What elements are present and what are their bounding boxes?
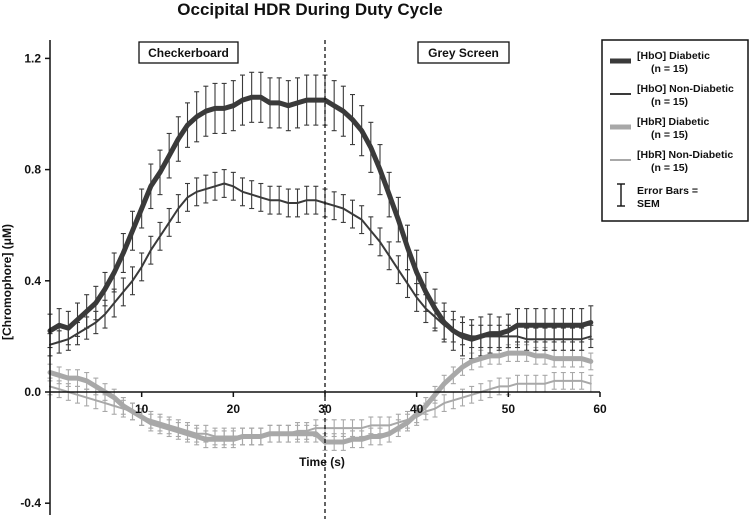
y-tick-label: 0.0 — [24, 385, 41, 399]
legend-label-hbr-diabetic: [HbR] Diabetic — [637, 116, 709, 128]
legend-n-hbr-diabetic: (n = 15) — [651, 129, 688, 141]
legend-errorbar-icon — [617, 183, 625, 207]
x-tick-label: 60 — [593, 402, 607, 416]
legend-label-hbr-nondiabetic: [HbR] Non-Diabetic — [637, 149, 733, 161]
legend-errorbar-label-line1: Error Bars = — [637, 185, 698, 197]
y-ticks: -0.4 0.0 0.4 0.8 1.2 — [20, 51, 50, 510]
y-tick-label: 1.2 — [24, 51, 41, 65]
x-tick-label: 40 — [410, 402, 424, 416]
y-tick-label: 0.8 — [24, 163, 41, 177]
x-axis-label: Time (s) — [299, 455, 345, 469]
legend-n-hbr-nondiabetic: (n = 15) — [651, 162, 688, 174]
series-line-hbo-diabetic — [47, 94, 594, 342]
series-lines — [47, 94, 594, 445]
legend-box — [601, 39, 749, 222]
error-bars-hbo-diabetic — [47, 71, 594, 360]
y-tick-label: -0.4 — [20, 496, 41, 510]
y-axis-label: [Chromophore] (μM) — [0, 224, 14, 340]
legend: [HbO] Diabetic (n = 15) [HbO] Non-Diabet… — [601, 39, 749, 222]
annotation-grey-screen: Grey Screen — [417, 41, 510, 64]
series-line-hbo-nondiabetic — [49, 182, 592, 346]
error-bars — [47, 71, 594, 451]
x-tick-label: 10 — [135, 402, 149, 416]
y-tick-label: 0.4 — [24, 274, 41, 288]
legend-errorbar-label-line2: SEM — [637, 198, 660, 210]
x-ticks: 10 20 30 40 50 60 — [135, 392, 607, 416]
annotation-checkerboard: Checkerboard — [138, 41, 239, 64]
series-line-hbr-diabetic — [47, 350, 594, 445]
legend-n-hbo-diabetic: (n = 15) — [651, 63, 688, 75]
annotation-grey-screen-label: Grey Screen — [428, 46, 499, 60]
chart-title: Occipital HDR During Duty Cycle — [177, 0, 442, 19]
legend-n-hbo-nondiabetic: (n = 15) — [651, 96, 688, 108]
x-tick-label: 20 — [227, 402, 241, 416]
annotation-checkerboard-label: Checkerboard — [148, 46, 229, 60]
x-tick-label: 30 — [318, 402, 332, 416]
legend-label-hbo-diabetic: [HbO] Diabetic — [637, 50, 710, 62]
legend-label-hbo-nondiabetic: [HbO] Non-Diabetic — [637, 83, 734, 95]
x-tick-label: 50 — [502, 402, 516, 416]
